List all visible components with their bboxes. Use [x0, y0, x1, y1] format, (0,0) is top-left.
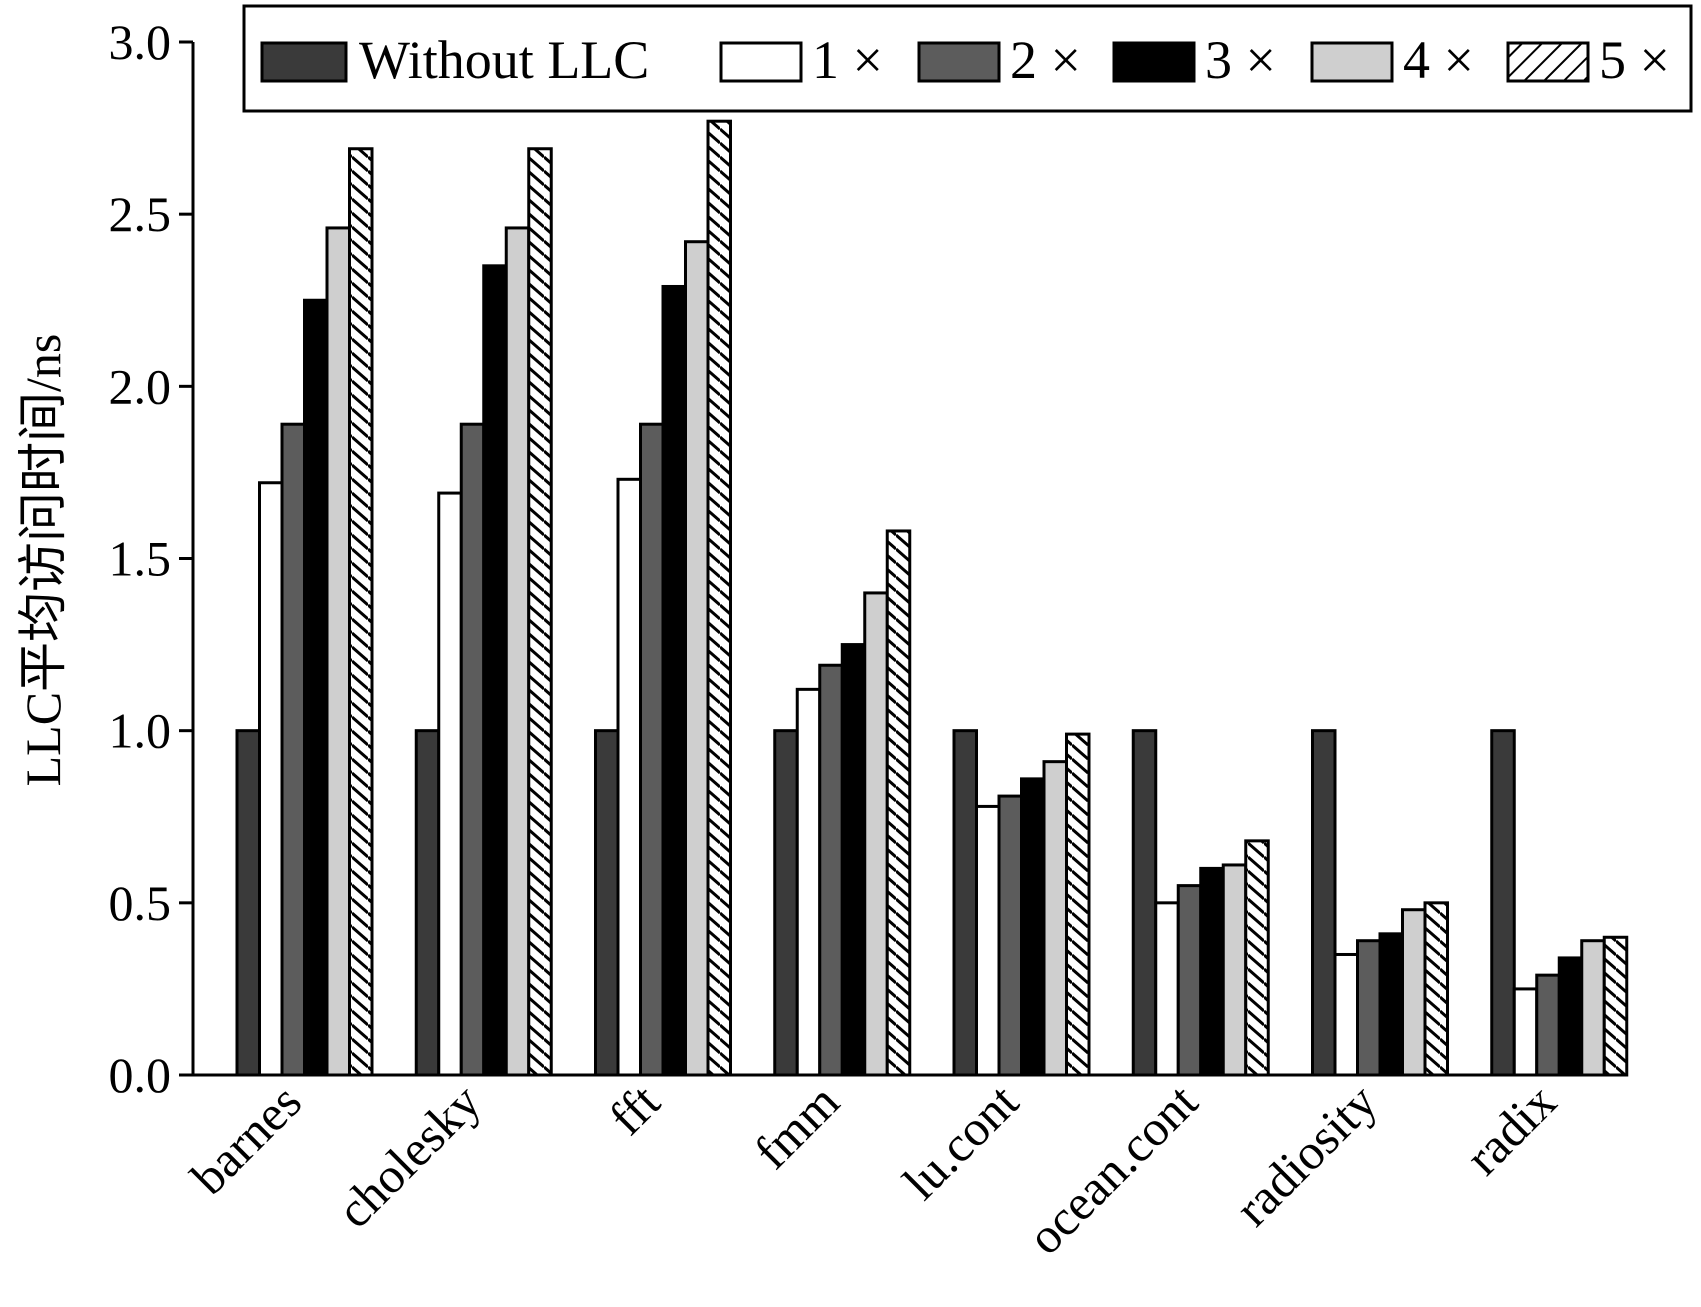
x-category-label: lu.cont — [892, 1073, 1029, 1210]
bar-ocean-cont-series-1 — [1154, 901, 1180, 1077]
x-category-label: cholesky — [326, 1073, 491, 1238]
bar-radiosity-series-4 — [1401, 908, 1427, 1077]
bar-fft-series-3 — [661, 284, 687, 1077]
bar-lu-cont-series-1 — [975, 804, 1001, 1077]
bar-cholesky-series-0 — [414, 729, 441, 1077]
bar-radiosity-series-0 — [1311, 729, 1337, 1077]
legend: Without LLC 1 × 2 × 3 × 4 × 5 × — [242, 4, 1693, 113]
y-tick-label: 3.0 — [109, 14, 172, 70]
bar-ocean-cont-series-5 — [1244, 839, 1270, 1077]
bar-radix-series-1 — [1512, 987, 1539, 1077]
legend-label-4: 4 × — [1403, 30, 1474, 90]
legend-frame — [242, 4, 1693, 113]
legend-swatch-3 — [1112, 41, 1196, 83]
bar-fmm-series-5 — [885, 529, 912, 1077]
legend-label-2: 2 × — [1010, 30, 1081, 90]
x-category-label: fft — [598, 1073, 670, 1145]
bar-radix-series-5 — [1602, 935, 1629, 1077]
legend-swatch-5 — [1506, 41, 1590, 83]
bar-lu-cont-series-5 — [1065, 732, 1091, 1077]
bar-cholesky-series-5 — [527, 147, 553, 1077]
bar-cholesky-series-2 — [459, 422, 486, 1077]
bar-radix-series-4 — [1580, 939, 1606, 1077]
y-tick-label: 0.0 — [109, 1047, 172, 1103]
bar-barnes-series-2 — [280, 422, 306, 1077]
legend-swatch-0 — [260, 41, 348, 83]
y-tick-label: 1.5 — [109, 531, 172, 587]
bars-layer — [235, 119, 1629, 1077]
bar-radiosity-series-3 — [1378, 932, 1404, 1077]
bar-lu-cont-series-3 — [1020, 777, 1046, 1077]
bar-cholesky-series-3 — [482, 264, 508, 1077]
bar-barnes-series-5 — [348, 147, 374, 1077]
bar-fmm-series-4 — [863, 591, 889, 1077]
y-axis-label: LLC平均访问时间/ns — [15, 334, 71, 787]
y-axis-ticks: 0.0 0.5 1.0 1.5 2.0 2.5 3.0 — [109, 14, 193, 1103]
bar-fft-series-5 — [706, 119, 732, 1077]
bar-radix-series-0 — [1490, 729, 1516, 1077]
bar-ocean-cont-series-4 — [1221, 863, 1248, 1077]
bar-barnes-series-0 — [235, 729, 261, 1077]
x-category-label: ocean.cont — [1016, 1073, 1208, 1265]
legend-label-3: 3 × — [1205, 30, 1276, 90]
bar-lu-cont-series-4 — [1042, 760, 1068, 1077]
legend-swatch-2 — [917, 41, 1001, 83]
bar-ocean-cont-series-0 — [1131, 729, 1158, 1077]
legend-swatch-1 — [719, 41, 803, 83]
x-category-label: fmm — [743, 1073, 849, 1179]
bar-cholesky-series-4 — [504, 226, 531, 1077]
bar-lu-cont-series-0 — [952, 729, 978, 1077]
legend-label-1: 1 × — [812, 30, 883, 90]
bar-fft-series-0 — [594, 729, 620, 1077]
bar-fmm-series-1 — [795, 687, 822, 1077]
bar-fft-series-4 — [684, 240, 710, 1077]
y-tick-label: 2.5 — [109, 186, 172, 242]
bar-ocean-cont-series-2 — [1176, 884, 1203, 1077]
bar-lu-cont-series-2 — [997, 794, 1023, 1077]
y-tick-label: 0.5 — [109, 875, 172, 931]
x-category-label: radix — [1454, 1073, 1566, 1185]
x-category-label: radiosity — [1224, 1073, 1387, 1236]
bar-fmm-series-3 — [840, 643, 867, 1077]
bar-barnes-series-1 — [258, 481, 284, 1077]
bar-radiosity-series-1 — [1333, 952, 1359, 1077]
legend-label-5: 5 × — [1599, 30, 1670, 90]
bar-ocean-cont-series-3 — [1199, 866, 1225, 1077]
bar-radiosity-series-5 — [1423, 901, 1449, 1077]
bar-barnes-series-3 — [303, 298, 329, 1077]
bar-fft-series-2 — [639, 422, 665, 1077]
bar-cholesky-series-1 — [437, 491, 463, 1077]
bar-radix-series-3 — [1557, 956, 1584, 1077]
bar-radix-series-2 — [1535, 973, 1561, 1077]
bar-fft-series-1 — [616, 477, 642, 1077]
legend-label-0: Without LLC — [359, 30, 649, 90]
y-tick-label: 1.0 — [109, 703, 172, 759]
legend-swatch-4 — [1310, 41, 1394, 83]
bar-fmm-series-2 — [818, 663, 844, 1077]
bar-radiosity-series-2 — [1356, 939, 1382, 1077]
bar-fmm-series-0 — [773, 729, 799, 1077]
x-category-label: barnes — [180, 1073, 312, 1205]
y-tick-label: 2.0 — [109, 358, 172, 414]
bar-barnes-series-4 — [325, 226, 351, 1077]
